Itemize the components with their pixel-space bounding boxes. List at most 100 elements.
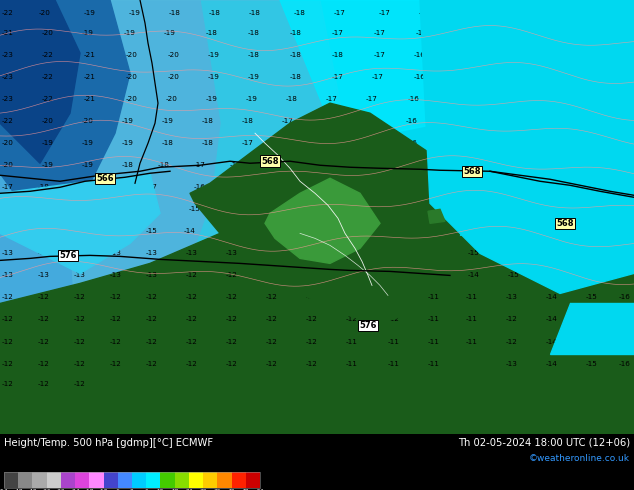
Text: -16: -16 [616,162,628,168]
Text: -15: -15 [586,339,598,344]
Text: -16: -16 [230,162,242,168]
Polygon shape [420,0,634,294]
Text: -15: -15 [540,30,552,36]
Text: Th 02-05-2024 18:00 UTC (12+06): Th 02-05-2024 18:00 UTC (12+06) [458,438,630,448]
Text: -22: -22 [42,74,54,80]
Text: -19: -19 [82,162,94,168]
Text: -17: -17 [242,140,254,146]
Bar [174,472,189,488]
Text: -21: -21 [2,30,14,36]
Text: -19: -19 [246,96,258,102]
Text: -11: -11 [346,361,358,367]
Text: -11: -11 [466,294,478,300]
Text: -18: -18 [38,184,50,190]
Text: -13: -13 [110,272,122,278]
Text: -16: -16 [514,184,526,190]
Bar [75,472,89,488]
Text: -16: -16 [548,272,560,278]
Text: -12: -12 [266,361,278,367]
Text: -16: -16 [416,30,428,36]
Text: -21: -21 [84,96,96,102]
Text: -12: -12 [146,361,158,367]
Text: -12: -12 [346,294,358,300]
Text: -15: -15 [468,250,480,256]
Text: -18: -18 [110,184,122,190]
Text: Height/Temp. 500 hPa [gdmp][°C] ECMWF: Height/Temp. 500 hPa [gdmp][°C] ECMWF [4,438,213,448]
Text: -15: -15 [554,228,566,234]
Text: -12: -12 [38,294,50,300]
Text: -54: -54 [0,489,9,490]
Text: -15: -15 [602,206,614,212]
Text: -15: -15 [242,184,254,190]
Text: -12: -12 [38,339,50,344]
Text: -16: -16 [572,118,584,124]
Text: -12: -12 [110,294,122,300]
Text: -12: -12 [2,317,14,322]
Text: -12: -12 [388,294,400,300]
Text: -13: -13 [74,250,86,256]
Text: -11: -11 [466,339,478,344]
Text: -13: -13 [619,10,631,16]
Text: -23: -23 [2,96,14,102]
Text: -13: -13 [506,361,518,367]
Text: -12: -12 [38,317,50,322]
Text: -19: -19 [206,96,218,102]
Text: -18: -18 [169,10,181,16]
Text: -20: -20 [2,162,14,168]
Bar [246,472,260,488]
Text: -16: -16 [622,184,634,190]
Text: -20: -20 [126,74,138,80]
Polygon shape [265,178,380,264]
Text: -12: -12 [306,317,318,322]
Polygon shape [280,0,460,133]
Text: -16: -16 [612,140,624,146]
Bar [160,472,174,488]
Text: -12: -12 [226,294,238,300]
Bar [61,472,75,488]
Text: 42: 42 [228,489,235,490]
Bar [18,472,32,488]
Bar [146,472,160,488]
Text: -12: -12 [266,272,278,278]
Text: 568: 568 [463,167,481,176]
Text: -16: -16 [110,206,122,212]
Text: -12: -12 [306,250,318,256]
Text: -16: -16 [466,162,478,168]
Text: -12: -12 [266,250,278,256]
Text: -17: -17 [374,30,386,36]
Text: -13: -13 [2,272,14,278]
Text: -16: -16 [448,140,460,146]
Polygon shape [60,0,350,434]
Text: -22: -22 [2,118,14,124]
Text: -15: -15 [619,74,631,80]
Text: -11: -11 [388,272,400,278]
Polygon shape [0,173,160,273]
Text: -11: -11 [466,317,478,322]
Text: -15: -15 [146,206,158,212]
Text: -19: -19 [129,10,141,16]
Text: -16: -16 [498,52,510,58]
Text: -15: -15 [586,294,598,300]
Text: -12: -12 [110,361,122,367]
Text: -16: -16 [419,10,431,16]
Text: -18: -18 [122,162,134,168]
Text: -12: -12 [2,294,14,300]
Text: -15: -15 [546,10,558,16]
Text: -13: -13 [110,250,122,256]
Text: -12: -12 [428,272,440,278]
Bar [89,472,103,488]
Text: -12: -12 [506,317,518,322]
Text: -16: -16 [38,206,50,212]
Text: -13: -13 [38,250,50,256]
Text: -12: -12 [146,294,158,300]
Text: -16: -16 [408,96,420,102]
Text: -24: -24 [70,489,80,490]
Text: -13: -13 [146,272,158,278]
Text: -20: -20 [126,52,138,58]
Text: -12: -12 [74,317,86,322]
Text: -15: -15 [588,10,600,16]
Text: -11: -11 [428,339,440,344]
Text: -17: -17 [366,96,378,102]
Polygon shape [190,103,460,323]
Polygon shape [428,209,445,223]
